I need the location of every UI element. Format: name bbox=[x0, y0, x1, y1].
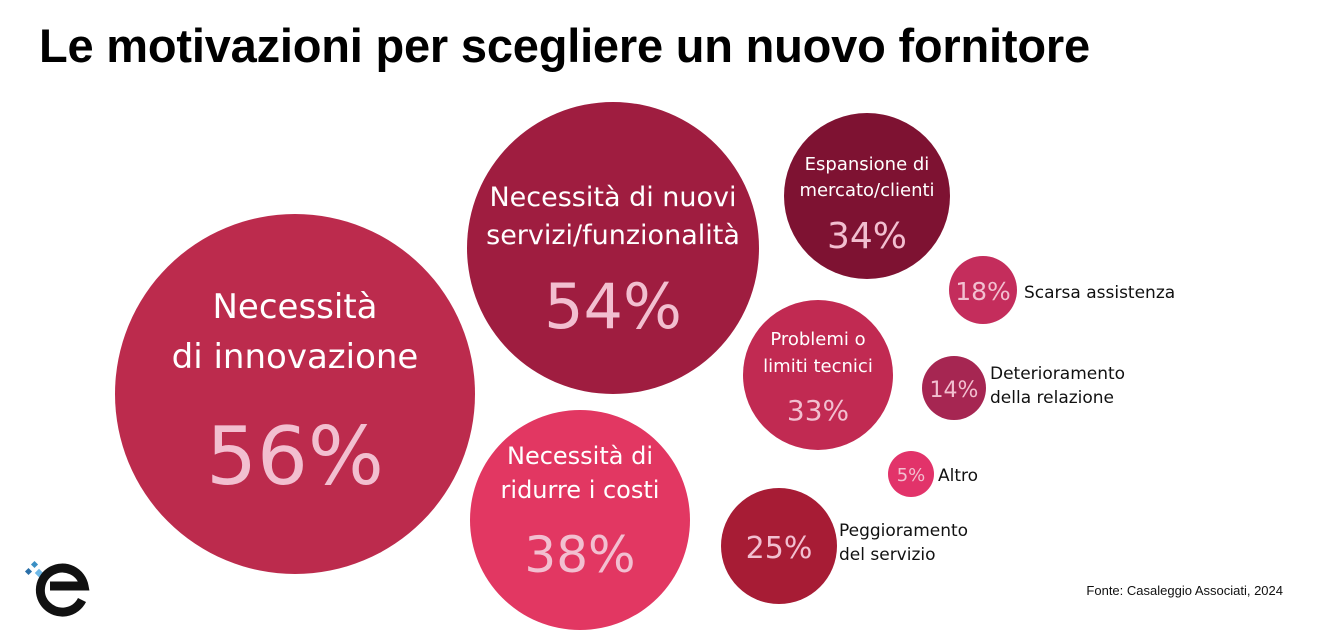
bubble-label: Espansione di bbox=[805, 154, 930, 175]
bubble-label: mercato/clienti bbox=[799, 180, 934, 201]
bubble-4: Espansione di mercato/clienti 34% bbox=[784, 113, 950, 279]
bubble-label: servizi/funzionalità bbox=[486, 220, 740, 251]
bubble-side-label: Deterioramento bbox=[990, 364, 1125, 384]
bubble-side-label: Peggioramento bbox=[839, 521, 968, 541]
bubble-label: di innovazione bbox=[172, 337, 419, 377]
bubble-value: 56% bbox=[206, 410, 384, 503]
bubble-circle bbox=[949, 256, 1017, 324]
bubble-6: 25% Peggioramento del servizio bbox=[721, 488, 968, 604]
brand-logo-icon bbox=[24, 560, 90, 617]
bubble-5: Problemi o limiti tecnici 33% bbox=[743, 300, 893, 450]
bubble-value: 38% bbox=[524, 526, 635, 584]
bubble-value: 18% bbox=[955, 277, 1011, 306]
bubble-value: 34% bbox=[827, 216, 907, 257]
bubble-label: Necessità di bbox=[507, 442, 653, 470]
bubble-1: Necessità di innovazione 56% bbox=[115, 214, 475, 574]
bubble-circle bbox=[470, 410, 690, 630]
bubble-side-label: Scarsa assistenza bbox=[1024, 283, 1175, 303]
bubble-side-label: Altro bbox=[938, 466, 978, 486]
bubble-circle bbox=[115, 214, 475, 574]
source-note: Fonte: Casaleggio Associati, 2024 bbox=[1086, 583, 1283, 598]
bubble-side-label: della relazione bbox=[990, 388, 1114, 408]
bubble-circle bbox=[888, 451, 934, 497]
bubble-label: limiti tecnici bbox=[763, 356, 873, 377]
bubble-value: 54% bbox=[544, 270, 682, 343]
bubble-7: 18% Scarsa assistenza bbox=[949, 256, 1175, 324]
bubble-side-label: del servizio bbox=[839, 545, 936, 565]
bubble-label: Problemi o bbox=[770, 329, 865, 350]
bubble-label: Necessità bbox=[212, 287, 377, 327]
bubble-value: 5% bbox=[897, 465, 926, 486]
bubble-9: 5% Altro bbox=[888, 451, 978, 497]
bubble-value: 14% bbox=[930, 378, 979, 403]
bubble-value: 25% bbox=[746, 531, 813, 566]
bubble-circle bbox=[743, 300, 893, 450]
bubble-circle bbox=[467, 102, 759, 394]
bubble-circle bbox=[721, 488, 837, 604]
bubble-label: Necessità di nuovi bbox=[489, 182, 736, 213]
bubble-2: Necessità di nuovi servizi/funzionalità 54… bbox=[467, 102, 759, 394]
bubble-3: Necessità di ridurre i costi 38% bbox=[470, 410, 690, 630]
bubble-circle bbox=[922, 356, 986, 420]
bubble-circle bbox=[784, 113, 950, 279]
bubble-value: 33% bbox=[787, 394, 849, 427]
bubble-8: 14% Deterioramento della relazione bbox=[922, 356, 1125, 420]
bubble-label: ridurre i costi bbox=[501, 476, 660, 504]
chart-title: Le motivazioni per scegliere un nuovo fo… bbox=[39, 19, 1090, 72]
